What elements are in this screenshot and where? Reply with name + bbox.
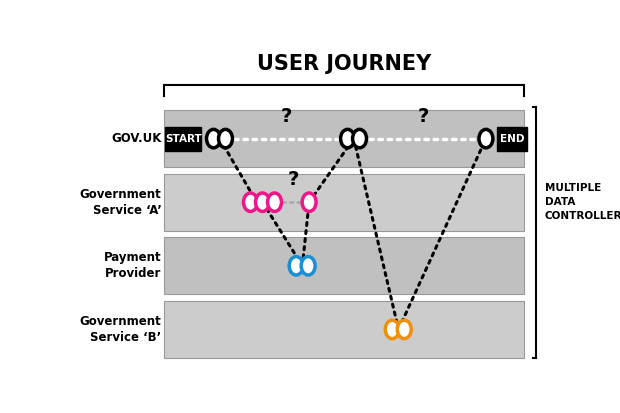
Bar [164, 173, 525, 231]
Bar [165, 126, 202, 151]
Text: END: END [500, 133, 525, 144]
Text: MULTIPLE
DATA
CONTROLLER: MULTIPLE DATA CONTROLLER [544, 183, 620, 221]
Bar [497, 126, 527, 151]
Circle shape [218, 129, 232, 148]
Bar [164, 237, 525, 294]
Circle shape [244, 193, 257, 211]
Circle shape [479, 129, 493, 148]
Circle shape [353, 129, 366, 148]
Circle shape [397, 320, 411, 339]
Circle shape [206, 129, 221, 148]
Text: GOV.UK: GOV.UK [111, 132, 162, 145]
Text: ?: ? [418, 107, 429, 126]
Circle shape [385, 320, 399, 339]
Circle shape [301, 256, 315, 275]
Text: ?: ? [281, 107, 292, 126]
Bar [164, 301, 525, 358]
Circle shape [340, 129, 355, 148]
Circle shape [255, 193, 270, 211]
Bar [164, 110, 525, 167]
Circle shape [289, 256, 303, 275]
Text: ?: ? [288, 171, 299, 190]
Circle shape [268, 193, 281, 211]
Text: Payment
Provider: Payment Provider [104, 251, 162, 280]
Circle shape [302, 193, 316, 211]
Text: USER JOURNEY: USER JOURNEY [257, 54, 432, 74]
Text: Government
Service ‘A’: Government Service ‘A’ [80, 188, 162, 217]
Text: Government
Service ‘B’: Government Service ‘B’ [80, 315, 162, 344]
Text: START: START [165, 133, 202, 144]
